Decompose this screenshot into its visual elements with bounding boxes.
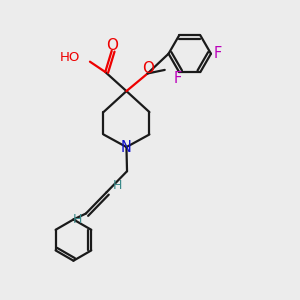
- Text: O: O: [106, 38, 118, 53]
- Text: F: F: [174, 71, 182, 86]
- Text: N: N: [121, 140, 132, 155]
- Text: H: H: [73, 213, 82, 226]
- Text: O: O: [142, 61, 154, 76]
- Text: HO: HO: [59, 51, 80, 64]
- Text: H: H: [113, 178, 122, 191]
- Text: F: F: [213, 46, 222, 61]
